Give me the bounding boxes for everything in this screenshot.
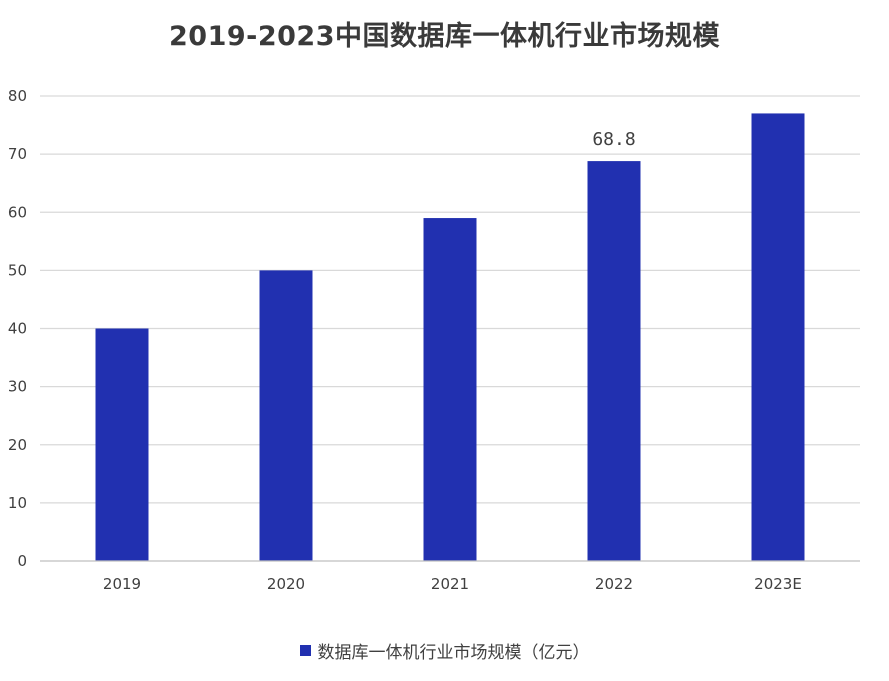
bar-2022 [587,161,641,561]
bars [95,113,805,561]
data-label-2022: 68.8 [592,129,635,150]
y-tick-label-20: 20 [8,436,27,454]
y-tick-label-70: 70 [8,145,27,163]
legend-label: 数据库一体机行业市场规模（亿元） [317,643,590,663]
legend: 数据库一体机行业市场规模（亿元） [0,638,889,663]
y-tick-label-50: 50 [8,261,27,279]
legend-swatch [299,645,311,656]
x-tick-label-2019: 2019 [103,575,141,593]
y-tick-label-10: 10 [8,494,27,512]
bar-2020 [259,270,313,561]
x-tick-label-2021: 2021 [431,575,469,593]
y-tick-label-30: 30 [8,378,27,396]
x-tick-label-2020: 2020 [267,575,305,593]
chart-title: 2019-2023中国数据库一体机行业市场规模 [169,21,720,52]
bar-2021 [423,218,477,561]
y-tick-label-0: 0 [17,552,27,570]
y-tick-label-60: 60 [8,203,27,221]
labels: 0 10 20 30 40 50 60 70 80 2019 2020 2021 2022 2023E 68… [8,87,802,593]
x-tick-label-2023E: 2023E [754,575,802,593]
y-tick-label-80: 80 [8,87,27,105]
y-tick-label-40: 40 [8,320,27,338]
bar-2019 [95,328,149,561]
bar-2023E [751,113,805,561]
x-tick-label-2022: 2022 [595,575,633,593]
